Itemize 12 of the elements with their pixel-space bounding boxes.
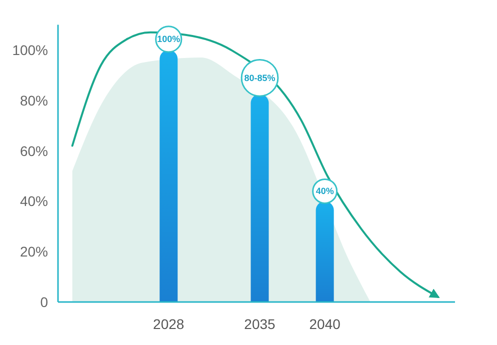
data-label: 40% (316, 186, 334, 196)
annotation: 80-85% (244, 72, 276, 83)
y-tick-label: 80% (20, 92, 48, 108)
y-tick-label: 20% (20, 244, 48, 260)
y-tick-label: 0 (40, 294, 48, 310)
y-tick-label: 40% (20, 193, 48, 210)
data-label: 100% (157, 34, 180, 44)
x-tick-label: 2040 (309, 316, 341, 332)
x-tick-label: 2035 (244, 316, 276, 332)
y-tick-label: 100% (12, 42, 48, 58)
y-tick-label: 60% (20, 142, 48, 159)
x-tick-label: 2028 (153, 316, 184, 332)
